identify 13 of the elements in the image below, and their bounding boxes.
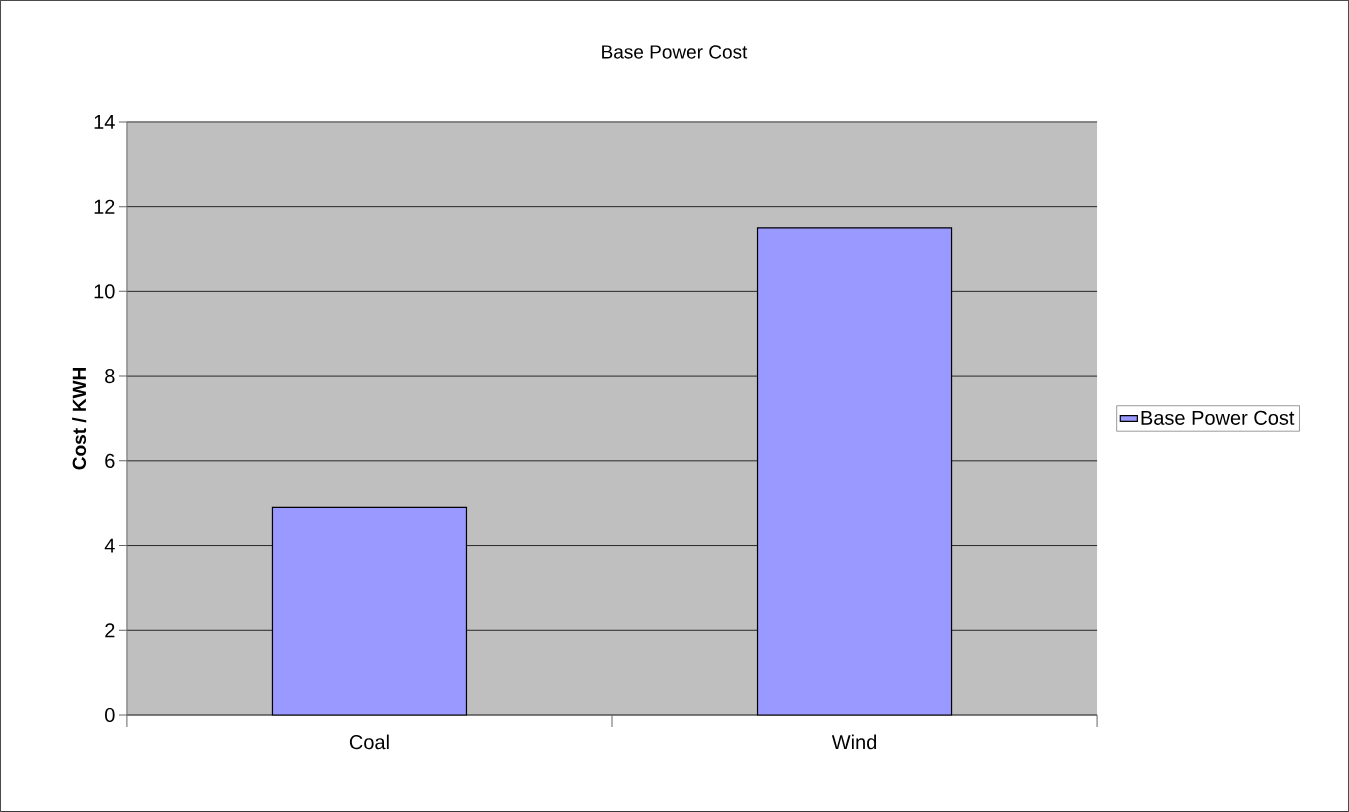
y-tick-label: 8 [105,369,115,384]
y-tick-label: 4 [104,538,115,553]
legend-label: Base Power Cost [1141,410,1295,425]
y-axis-title: Cost / KWH [72,368,87,470]
y-tick-label: 6 [105,453,115,468]
chart-title: Base Power Cost [602,45,748,59]
x-tick-label: Coal [349,734,389,750]
y-tick-label: 0 [105,707,115,723]
y-tick-label: 12 [94,199,115,214]
y-tick-label: 14 [94,115,115,129]
y-tick-label: 2 [105,623,115,638]
y-tick-label: 10 [94,284,115,299]
x-tick-label: Wind [831,734,877,750]
